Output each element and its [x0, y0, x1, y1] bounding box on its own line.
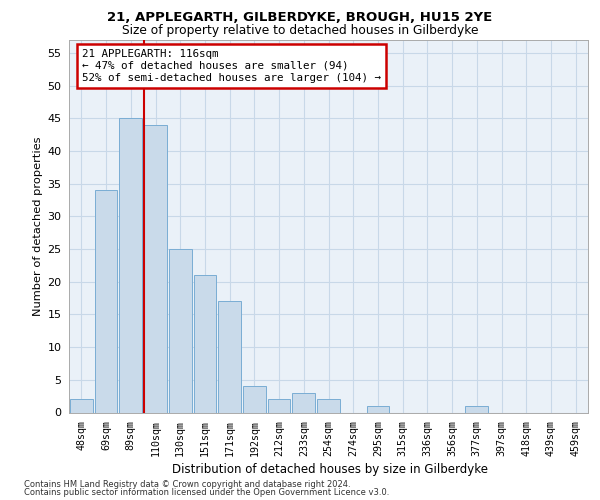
Bar	[70, 400, 93, 412]
Text: 21 APPLEGARTH: 116sqm
← 47% of detached houses are smaller (94)
52% of semi-deta: 21 APPLEGARTH: 116sqm ← 47% of detached …	[82, 50, 381, 82]
Text: 21, APPLEGARTH, GILBERDYKE, BROUGH, HU15 2YE: 21, APPLEGARTH, GILBERDYKE, BROUGH, HU15…	[107, 11, 493, 24]
Bar	[169, 249, 191, 412]
Y-axis label: Number of detached properties: Number of detached properties	[33, 136, 43, 316]
Text: Contains HM Land Registry data © Crown copyright and database right 2024.: Contains HM Land Registry data © Crown c…	[24, 480, 350, 489]
Text: Distribution of detached houses by size in Gilberdyke: Distribution of detached houses by size …	[172, 462, 488, 475]
Bar	[243, 386, 266, 412]
Bar	[218, 302, 241, 412]
Bar	[292, 393, 315, 412]
Bar	[367, 406, 389, 412]
Bar	[144, 125, 167, 412]
Bar	[194, 276, 216, 412]
Bar	[268, 400, 290, 412]
Text: Size of property relative to detached houses in Gilberdyke: Size of property relative to detached ho…	[122, 24, 478, 37]
Bar	[95, 190, 118, 412]
Bar	[466, 406, 488, 412]
Bar	[317, 400, 340, 412]
Bar	[119, 118, 142, 412]
Text: Contains public sector information licensed under the Open Government Licence v3: Contains public sector information licen…	[24, 488, 389, 497]
